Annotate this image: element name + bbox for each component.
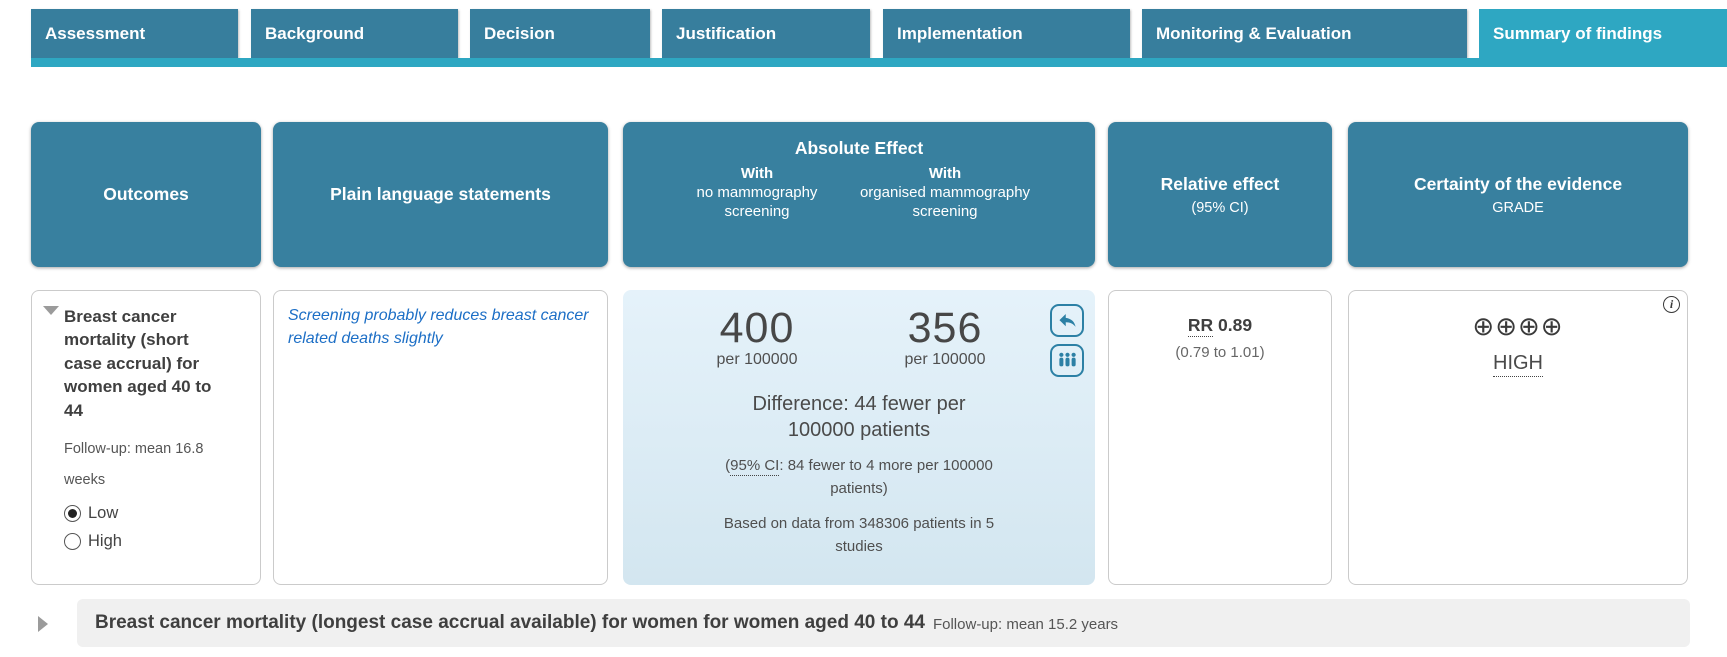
comparator-risk: 400 per 100000 (663, 304, 851, 369)
radio-button-selected[interactable] (64, 505, 81, 523)
tab-label: Implementation (897, 23, 1023, 43)
intervention-risk-unit: per 100000 (904, 351, 986, 368)
tab-label: Summary of findings (1493, 23, 1663, 43)
absolute-difference: Difference: 44 fewer per 100000 patients (752, 393, 966, 441)
column-header-outcomes: Outcomes (31, 122, 261, 267)
tab-assessment[interactable]: Assessment (31, 9, 238, 58)
comparator-risk-unit: per 100000 (716, 351, 798, 368)
relative-effect-ci: (0.79 to 1.01) (1175, 344, 1265, 361)
based-on-data-note: Based on data from 348306 patients in 5 … (723, 515, 995, 555)
column-header-plain-language: Plain language statements (273, 122, 608, 267)
intervention-risk: 356 per 100000 (851, 304, 1039, 369)
plain-language-cell[interactable]: Screening probably reduces breast cancer… (273, 290, 608, 585)
absolute-effect-cell: 400 per 100000 356 per 100000 (623, 290, 1095, 585)
info-glyph: i (1669, 297, 1674, 311)
tab-label: Background (265, 23, 365, 43)
tab-label: Assessment (45, 23, 146, 43)
grade-plus-symbols: ⊕⊕⊕⊕ (1472, 311, 1564, 341)
column-header-label: Plain language statements (330, 184, 551, 204)
rr-value: 0.89 (1213, 315, 1253, 335)
comparator-risk-value: 400 (719, 304, 795, 352)
info-icon[interactable]: i (1663, 296, 1680, 313)
column-header-relative-effect: Relative effect (95% CI) (1108, 122, 1332, 267)
column-header-absolute-effect: Absolute Effect With no mammography scre… (623, 122, 1095, 267)
tab-decision[interactable]: Decision (470, 9, 650, 58)
tab-monitoring-evaluation[interactable]: Monitoring & Evaluation (1142, 9, 1467, 58)
column-header-label: Certainty of the evidence (1413, 173, 1623, 194)
subcolumn-header-comparator: With no mammography screening (663, 165, 851, 221)
certainty-label[interactable]: HIGH (1493, 352, 1543, 377)
tab-label: Justification (676, 23, 777, 43)
subcolumn-header-intervention: With organised mammography screening (851, 165, 1039, 221)
relative-effect-cell: RR 0.89 (0.79 to 1.01) (1108, 290, 1332, 585)
plain-language-statement[interactable]: Screening probably reduces breast cancer… (288, 307, 589, 348)
tab-label: Monitoring & Evaluation (1156, 23, 1352, 43)
column-header-label: Relative effect (1160, 173, 1280, 194)
tab-summary-of-findings[interactable]: Summary of findings (1479, 9, 1727, 58)
collapsed-outcome-row[interactable]: Breast cancer mortality (longest case ac… (77, 599, 1690, 647)
subcolumn-label: no mammography screening (696, 183, 818, 220)
radio-option-low[interactable]: Low (64, 504, 248, 523)
ci-open-paren: ( (725, 457, 731, 474)
population-icon (1058, 352, 1076, 367)
active-tab-underline (31, 58, 1727, 67)
population-button[interactable] (1050, 344, 1084, 377)
outcome-followup: Follow-up: mean 16.8 weeks (64, 441, 204, 488)
outcome-cell: Breast cancer mortality (short case accr… (31, 290, 261, 585)
column-header-sublabel: GRADE (1492, 199, 1544, 216)
undo-arrow-button[interactable] (1050, 304, 1084, 337)
tab-justification[interactable]: Justification (662, 9, 870, 58)
subcolumn-prefix: With (928, 165, 962, 182)
collapsed-outcome-title: Breast cancer mortality (longest case ac… (95, 612, 925, 633)
radio-option-high[interactable]: High (64, 532, 248, 551)
intervention-risk-value: 356 (907, 304, 983, 352)
radio-label: High (88, 532, 122, 551)
subcolumn-label: organised mammography screening (859, 183, 1031, 220)
collapsed-outcome-followup: Follow-up: mean 15.2 years (932, 616, 1119, 633)
radio-button-unselected[interactable] (64, 533, 81, 551)
radio-label: Low (88, 504, 119, 523)
ci-term[interactable]: 95% CI (730, 457, 780, 476)
outcome-title: Breast cancer mortality (short case accr… (64, 307, 212, 420)
tab-background[interactable]: Background (251, 9, 458, 58)
relative-effect-value: RR 0.89 (1109, 315, 1331, 337)
certainty-cell: i ⊕⊕⊕⊕ HIGH (1348, 290, 1688, 585)
column-header-sublabel: (95% CI) (1191, 199, 1249, 216)
absolute-effect-title: Absolute Effect (794, 138, 924, 158)
column-header-label: Outcomes (103, 184, 189, 204)
expand-row-triangle-icon[interactable] (38, 616, 48, 632)
ci-text: : 84 fewer to 4 more per 100000 patients… (779, 457, 993, 497)
rr-term[interactable]: RR (1187, 315, 1214, 337)
column-header-certainty: Certainty of the evidence GRADE (1348, 122, 1688, 267)
tab-implementation[interactable]: Implementation (883, 9, 1130, 58)
absolute-confidence-interval: (95% CI: 84 fewer to 4 more per 100000 p… (707, 455, 1012, 500)
undo-arrow-icon (1058, 314, 1076, 327)
collapse-row-triangle-icon[interactable] (43, 306, 59, 315)
tab-label: Decision (484, 23, 555, 43)
subcolumn-prefix: With (740, 165, 774, 182)
